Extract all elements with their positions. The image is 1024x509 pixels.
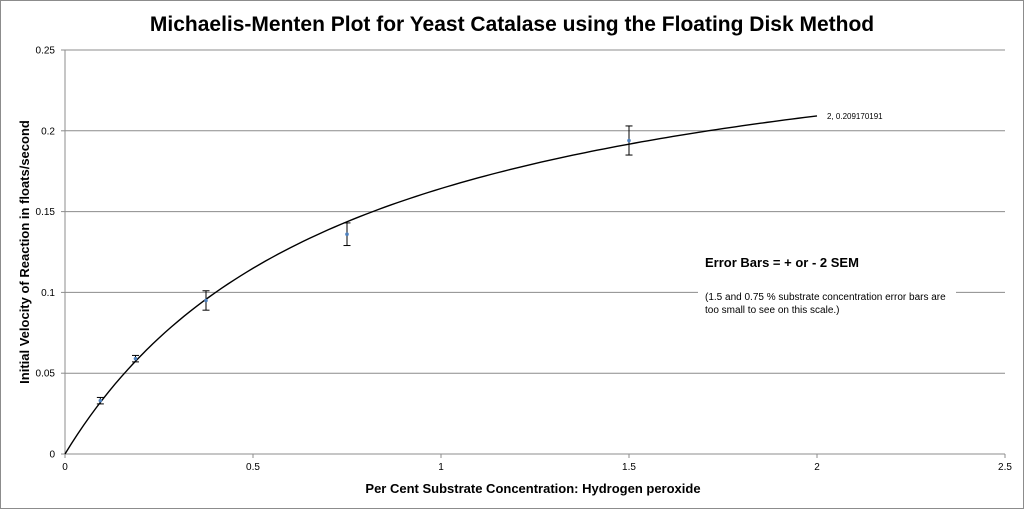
data-point [98, 398, 103, 403]
y-tick-label: 0.25 [36, 46, 56, 57]
y-tick-label: 0 [49, 450, 55, 461]
y-tick-label: 0.15 [36, 207, 56, 218]
x-tick-label: 2 [814, 462, 820, 473]
data-point [133, 356, 138, 361]
y-tick-label: 0.1 [41, 288, 55, 299]
data-point [627, 138, 631, 143]
y-axis-title: Initial Velocity of Reaction in floats/s… [17, 120, 32, 384]
annotation-note-box [698, 283, 956, 323]
x-tick-label: 0.5 [246, 462, 260, 473]
x-tick-label: 2.5 [998, 462, 1012, 473]
x-tick-label: 1.5 [622, 462, 636, 473]
y-tick-label: 0.05 [36, 369, 56, 380]
error-bars-annotation: Error Bars = + or - 2 SEM [705, 255, 859, 270]
chart-title: Michaelis-Menten Plot for Yeast Catalase… [150, 13, 874, 36]
data-points [98, 138, 631, 403]
y-tick-labels: 0 0.05 0.1 0.15 0.2 0.25 [36, 46, 65, 461]
data-point [345, 232, 349, 237]
x-axis-title: Per Cent Substrate Concentration: Hydrog… [365, 481, 700, 496]
annotation-note-line-2: too small to see on this scale.) [705, 305, 840, 316]
error-bars [96, 125, 633, 405]
annotation-note-line-1: (1.5 and 0.75 % substrate concentration … [705, 292, 946, 303]
curve-end-label: 2, 0.209170191 [827, 112, 883, 121]
y-tick-label: 0.2 [41, 126, 55, 137]
fit-curve [64, 115, 818, 455]
axes [64, 50, 1005, 455]
gridlines [65, 49, 1005, 374]
x-tick-label: 0 [62, 462, 68, 473]
data-point [204, 298, 208, 303]
x-tick-label: 1 [438, 462, 444, 473]
x-tick-labels: 0 0.5 1 1.5 2 2.5 [62, 454, 1012, 473]
